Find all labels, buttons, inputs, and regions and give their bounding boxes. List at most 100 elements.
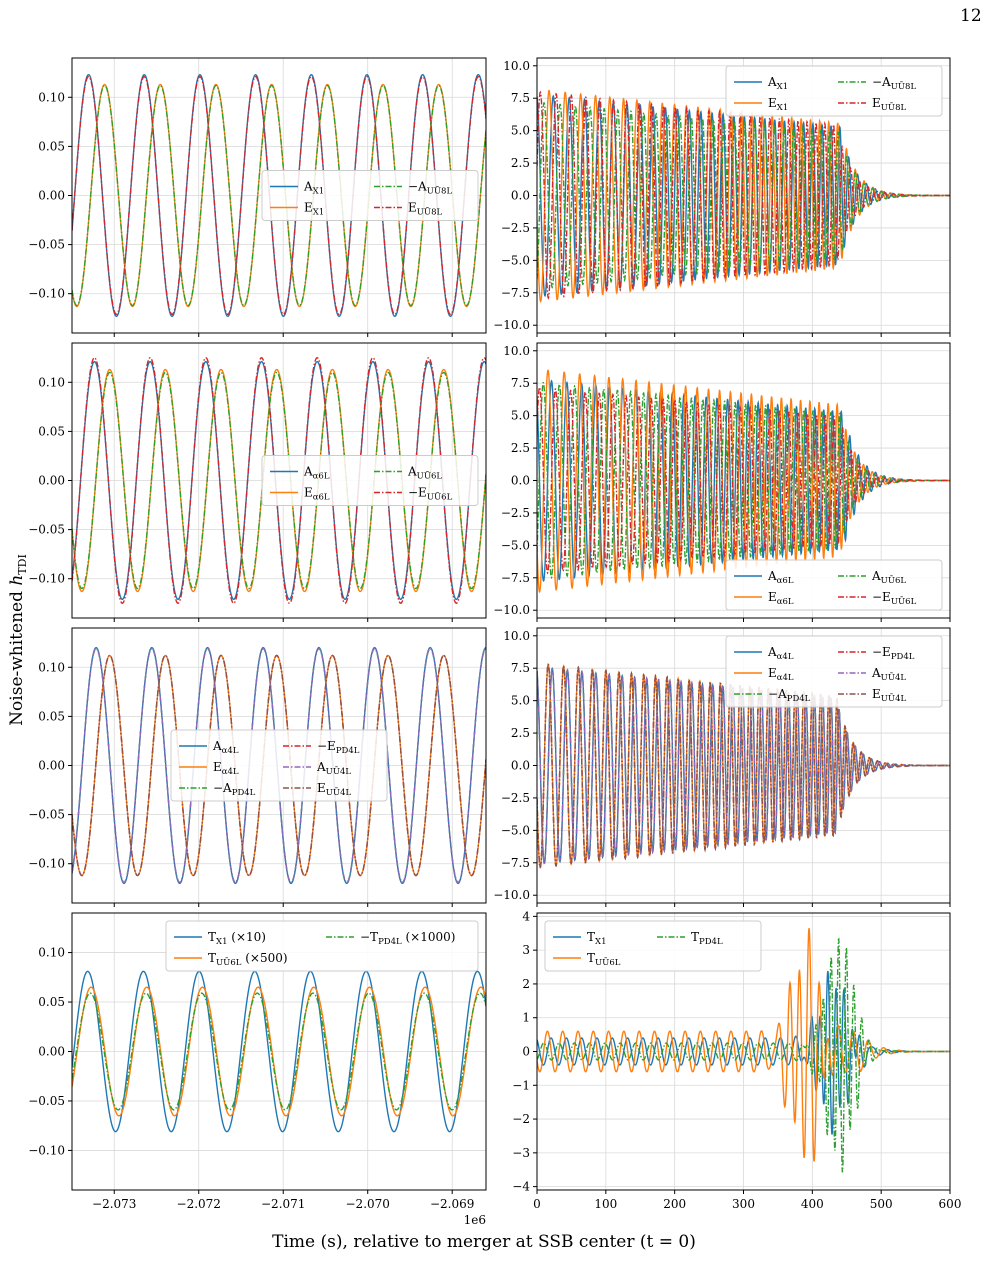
y-tick-label: 0.10 [38, 946, 65, 960]
legend: TX1 (×10)TUŪ6L (×500)−TPD4L (×1000) [165, 920, 479, 972]
y-tick-label: 1 [522, 1011, 530, 1025]
y-tick-label: 2.5 [511, 156, 530, 170]
y-tick-label: 0.05 [38, 995, 65, 1009]
y-tick-label: 0.00 [38, 189, 65, 203]
y-tick-label: 0.0 [511, 759, 530, 773]
panel-row2-left: 0.10 0.05 0.00 −0.05 −0.10 Aα6LEα6LAUŪ6L−EUŪ6… [28, 342, 487, 622]
y-tick-label: −0.10 [28, 857, 65, 871]
y-tick-label: −0.05 [28, 238, 65, 252]
y-tick-label: −4 [512, 1180, 530, 1194]
y-tick-label: −2 [512, 1112, 530, 1126]
y-tick-label: 0.10 [38, 375, 65, 389]
series-line [537, 381, 950, 580]
y-tick-label: −1 [512, 1078, 530, 1092]
series-line [72, 371, 486, 590]
y-tick-label: 4 [522, 909, 530, 923]
y-tick-label: 0.05 [38, 709, 65, 723]
series-line [72, 992, 486, 1111]
panel-row2-right: 10.0 7.5 5.0 2.5 0.0 −2.5 −5.0 −7.5 −10.0 Aα6LEα6… [493, 342, 951, 622]
y-axis-label: Noise-whitened hTDI [7, 554, 29, 726]
y-tick-label: 0.00 [38, 1045, 65, 1059]
x-tick-label: 600 [939, 1197, 962, 1211]
y-tick-label: 7.5 [511, 661, 530, 675]
y-tick-label: 0.00 [38, 759, 65, 773]
legend-box [725, 635, 943, 708]
y-tick-label: −10.0 [493, 603, 530, 617]
legend-box [261, 455, 479, 506]
y-tick-label: −7.5 [501, 286, 530, 300]
y-tick-label: −2.5 [501, 506, 530, 520]
legend-box [261, 170, 479, 221]
y-tick-label: 10.0 [503, 59, 530, 73]
y-tick-label: 0 [522, 1045, 530, 1059]
series-line [537, 970, 950, 1135]
y-tick-label: 0.05 [38, 424, 65, 438]
x-tick-label: −2.070 [346, 1197, 390, 1211]
y-tick-label: −0.05 [28, 808, 65, 822]
x-tick-label: 100 [594, 1197, 617, 1211]
legend-box [725, 559, 943, 611]
y-tick-label: 5.0 [511, 409, 530, 423]
series-line [537, 937, 950, 1173]
legend-box [165, 920, 479, 972]
y-tick-label: 5.0 [511, 694, 530, 708]
y-tick-label: −0.10 [28, 287, 65, 301]
y-tick-label: 2.5 [511, 441, 530, 455]
y-tick-label: −2.5 [501, 791, 530, 805]
y-tick-label: −3 [512, 1146, 530, 1160]
y-tick-label: 0.00 [38, 474, 65, 488]
x-tick-label: −2.071 [261, 1197, 305, 1211]
x-tick-label: 500 [870, 1197, 893, 1211]
y-tick-label: −0.05 [28, 523, 65, 537]
y-tick-label: 7.5 [511, 91, 530, 105]
y-tick-label: −0.05 [28, 1094, 65, 1108]
panel-row3-left: 0.10 0.05 0.00 −0.05 −0.10 Aα4LEα4L−APD4L−EPD… [28, 627, 487, 907]
page-number: 12 [960, 6, 982, 26]
series-line [537, 369, 950, 594]
series-line [537, 102, 950, 289]
y-tick-label: 2.5 [511, 726, 530, 740]
y-tick-label: −0.10 [28, 572, 65, 586]
series-line [72, 970, 486, 1133]
y-tick-label: 3 [522, 943, 530, 957]
y-tick-label: −0.10 [28, 1143, 65, 1157]
x-axis-label: Time (s), relative to merger at SSB cent… [272, 1232, 696, 1252]
series-line [72, 75, 486, 316]
legend-box [544, 920, 762, 972]
y-tick-label: −7.5 [501, 856, 530, 870]
legend-box [725, 65, 943, 117]
series-line [537, 385, 950, 575]
panel-row4-left: 0.10 0.05 0.00 −0.05 −0.10 −2.073 −2.072 −2.071… [28, 912, 487, 1211]
y-tick-label: −7.5 [501, 571, 530, 585]
x-tick-label: 0 [533, 1197, 541, 1211]
x-tick-label: 400 [801, 1197, 824, 1211]
x-tick-label: 300 [732, 1197, 755, 1211]
y-tick-label: −10.0 [493, 318, 530, 332]
y-tick-label: 0.10 [38, 90, 65, 104]
x-tick-label: 200 [663, 1197, 686, 1211]
series-line [72, 654, 486, 877]
y-tick-label: −2.5 [501, 221, 530, 235]
x-tick-label: −2.073 [92, 1197, 136, 1211]
y-tick-label: 0.0 [511, 189, 530, 203]
y-tick-label: 2 [522, 977, 530, 991]
y-tick-label: −5.0 [501, 823, 530, 837]
series-line [537, 663, 950, 869]
series-line [72, 647, 486, 884]
legend-box [170, 729, 388, 802]
y-tick-label: 0.0 [511, 474, 530, 488]
y-tick-label: 5.0 [511, 124, 530, 138]
series-line [537, 90, 950, 300]
panel-row1-right: 10.0 7.5 5.0 2.5 0.0 −2.5 −5.0 −7.5 −10.0 AX1EX1−… [493, 57, 951, 337]
x-tick-label: −2.072 [177, 1197, 221, 1211]
y-tick-label: 7.5 [511, 376, 530, 390]
